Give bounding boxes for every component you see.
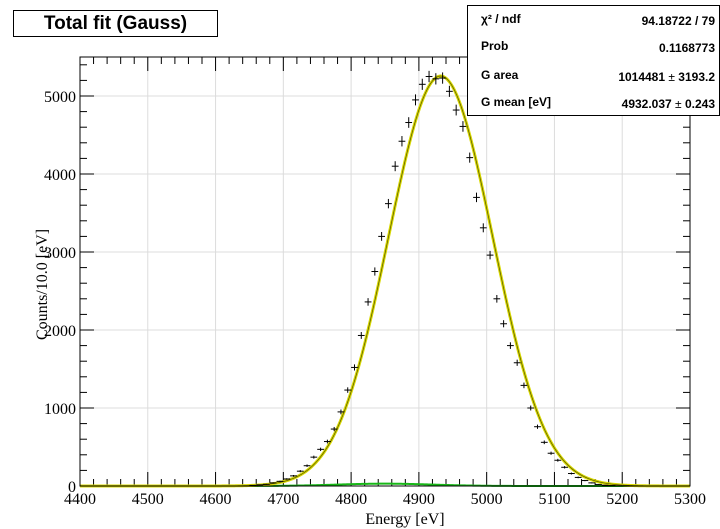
stats-value: 4932.037 ± 0.243: [621, 97, 715, 111]
data-point: [574, 476, 582, 479]
data-point: [446, 85, 453, 97]
x-tick-label: 4900: [403, 491, 435, 508]
x-tick-label: 4600: [200, 491, 232, 508]
data-point: [283, 478, 291, 480]
y-axis-label: Counts/10.0 [eV]: [34, 229, 51, 340]
stats-row-chi2: χ² / ndf 94.18722 / 79: [468, 6, 720, 33]
stats-value: 0.1168773: [658, 41, 715, 55]
x-tick-label: 4700: [267, 491, 299, 508]
x-tick-label: 4800: [335, 491, 367, 508]
data-point: [527, 405, 535, 411]
stats-key: G mean [eV]: [481, 95, 552, 109]
y-tick-label: 5000: [44, 89, 76, 106]
data-point: [310, 455, 318, 459]
data-point: [330, 426, 338, 432]
data-points: [249, 70, 629, 487]
data-point: [513, 359, 521, 366]
data-point: [568, 472, 575, 475]
x-tick-label: 4500: [132, 491, 164, 508]
gauss-fit-curve: [80, 74, 691, 488]
data-point: [385, 198, 392, 209]
data-point: [303, 464, 311, 467]
x-tick-label: 5200: [606, 491, 638, 508]
data-point: [507, 342, 514, 349]
y-tick-label: 1000: [44, 401, 76, 418]
stats-key: χ² / ndf: [481, 12, 521, 26]
data-point: [276, 480, 284, 482]
data-point: [473, 192, 480, 203]
data-point: [432, 73, 440, 85]
data-point: [378, 231, 385, 241]
data-point: [534, 424, 541, 429]
data-point: [344, 387, 352, 393]
stats-row-g-area: G area 1014481 ± 3193.2: [468, 62, 720, 89]
data-point: [493, 294, 501, 303]
data-point: [391, 161, 399, 172]
stats-key: G area: [481, 68, 519, 82]
data-point: [554, 458, 562, 462]
data-point: [479, 223, 487, 233]
data-point: [595, 483, 602, 485]
x-tick-label: 5100: [538, 491, 570, 508]
y-tick-label: 4000: [44, 167, 76, 184]
data-point: [581, 479, 589, 482]
data-point: [296, 470, 304, 473]
data-point: [256, 484, 263, 486]
data-point: [357, 332, 365, 339]
data-point: [520, 382, 528, 389]
data-point: [486, 250, 494, 260]
plot-frame: [79, 56, 691, 487]
data-point: [418, 78, 426, 90]
data-point: [405, 117, 413, 128]
data-point: [269, 482, 277, 484]
x-tick-label: 4400: [64, 491, 96, 508]
data-point: [500, 320, 507, 328]
gauss-fit: [80, 74, 691, 488]
chart-title: Total fit (Gauss): [13, 10, 218, 37]
stats-value: 1014481 ± 3193.2: [618, 70, 715, 84]
data-point: [398, 136, 406, 147]
x-tick-label: 5300: [674, 491, 706, 508]
data-point: [588, 482, 596, 484]
data-point: [540, 440, 548, 445]
data-point: [452, 104, 460, 116]
data-point: [466, 152, 474, 163]
stats-row-g-mean: G mean [eV] 4932.037 ± 0.243: [468, 89, 720, 116]
data-point: [317, 447, 324, 452]
data-point: [547, 451, 555, 455]
grid: [79, 57, 691, 487]
data-point: [351, 364, 358, 371]
data-point: [459, 121, 467, 132]
y-tick-label: 2000: [44, 323, 76, 340]
tick-labels: 4400 4500 4600 4700 4800 4900 5000 5100 5200 5300…: [44, 89, 706, 508]
data-point: [425, 70, 433, 83]
data-point: [371, 267, 379, 276]
data-point: [337, 409, 345, 415]
axis-ticks: [79, 57, 691, 487]
x-tick-label: 5000: [471, 491, 503, 508]
y-tick-label: 0: [68, 479, 76, 496]
gauss-fit-curve-outline: [80, 75, 691, 487]
stats-key: Prob: [481, 39, 509, 53]
data-point: [290, 474, 297, 477]
data-point: [364, 298, 372, 306]
y-tick-label: 3000: [44, 245, 76, 262]
stats-value: 94.18722 / 79: [641, 14, 715, 28]
stats-row-prob: Prob 0.1168773: [468, 33, 720, 60]
data-point: [263, 483, 270, 485]
data-point: [439, 72, 446, 84]
x-axis-label: Energy [eV]: [365, 511, 444, 528]
stats-box: χ² / ndf 94.18722 / 79 Prob 0.1168773 G …: [467, 5, 720, 116]
data-point: [561, 466, 568, 469]
data-point: [324, 439, 331, 444]
data-point: [412, 94, 419, 106]
